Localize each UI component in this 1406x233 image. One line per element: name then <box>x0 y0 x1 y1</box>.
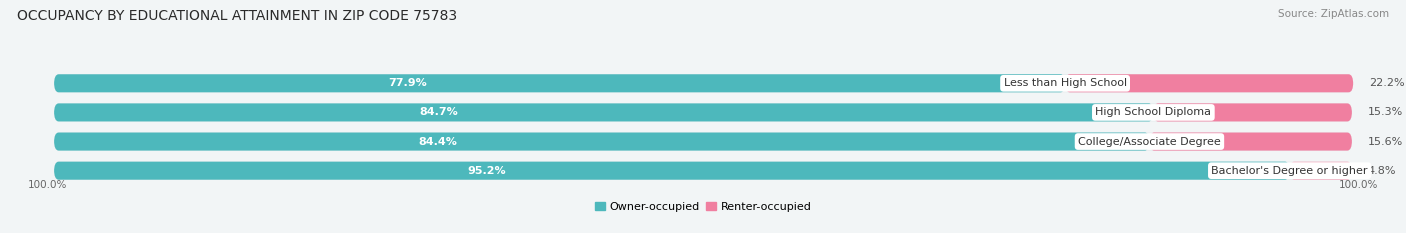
Text: 95.2%: 95.2% <box>467 166 506 176</box>
Text: 84.4%: 84.4% <box>418 137 457 147</box>
Text: Less than High School: Less than High School <box>1004 78 1126 88</box>
FancyBboxPatch shape <box>53 74 1066 92</box>
FancyBboxPatch shape <box>53 162 1353 180</box>
Text: 15.6%: 15.6% <box>1368 137 1403 147</box>
FancyBboxPatch shape <box>1289 162 1353 180</box>
FancyBboxPatch shape <box>1153 103 1353 121</box>
Text: 15.3%: 15.3% <box>1368 107 1403 117</box>
FancyBboxPatch shape <box>53 103 1153 121</box>
FancyBboxPatch shape <box>1066 74 1353 92</box>
Text: 77.9%: 77.9% <box>388 78 427 88</box>
Text: Bachelor's Degree or higher: Bachelor's Degree or higher <box>1212 166 1368 176</box>
Text: 84.7%: 84.7% <box>419 107 458 117</box>
Legend: Owner-occupied, Renter-occupied: Owner-occupied, Renter-occupied <box>591 197 815 216</box>
Text: 22.2%: 22.2% <box>1369 78 1405 88</box>
Text: 100.0%: 100.0% <box>1339 180 1378 190</box>
FancyBboxPatch shape <box>53 162 1289 180</box>
Text: High School Diploma: High School Diploma <box>1095 107 1212 117</box>
FancyBboxPatch shape <box>53 133 1150 151</box>
FancyBboxPatch shape <box>53 133 1353 151</box>
Text: Source: ZipAtlas.com: Source: ZipAtlas.com <box>1278 9 1389 19</box>
Text: 4.8%: 4.8% <box>1368 166 1396 176</box>
FancyBboxPatch shape <box>1150 133 1353 151</box>
Text: OCCUPANCY BY EDUCATIONAL ATTAINMENT IN ZIP CODE 75783: OCCUPANCY BY EDUCATIONAL ATTAINMENT IN Z… <box>17 9 457 23</box>
FancyBboxPatch shape <box>53 74 1353 92</box>
Text: 100.0%: 100.0% <box>28 180 67 190</box>
Text: College/Associate Degree: College/Associate Degree <box>1078 137 1220 147</box>
FancyBboxPatch shape <box>53 103 1353 121</box>
